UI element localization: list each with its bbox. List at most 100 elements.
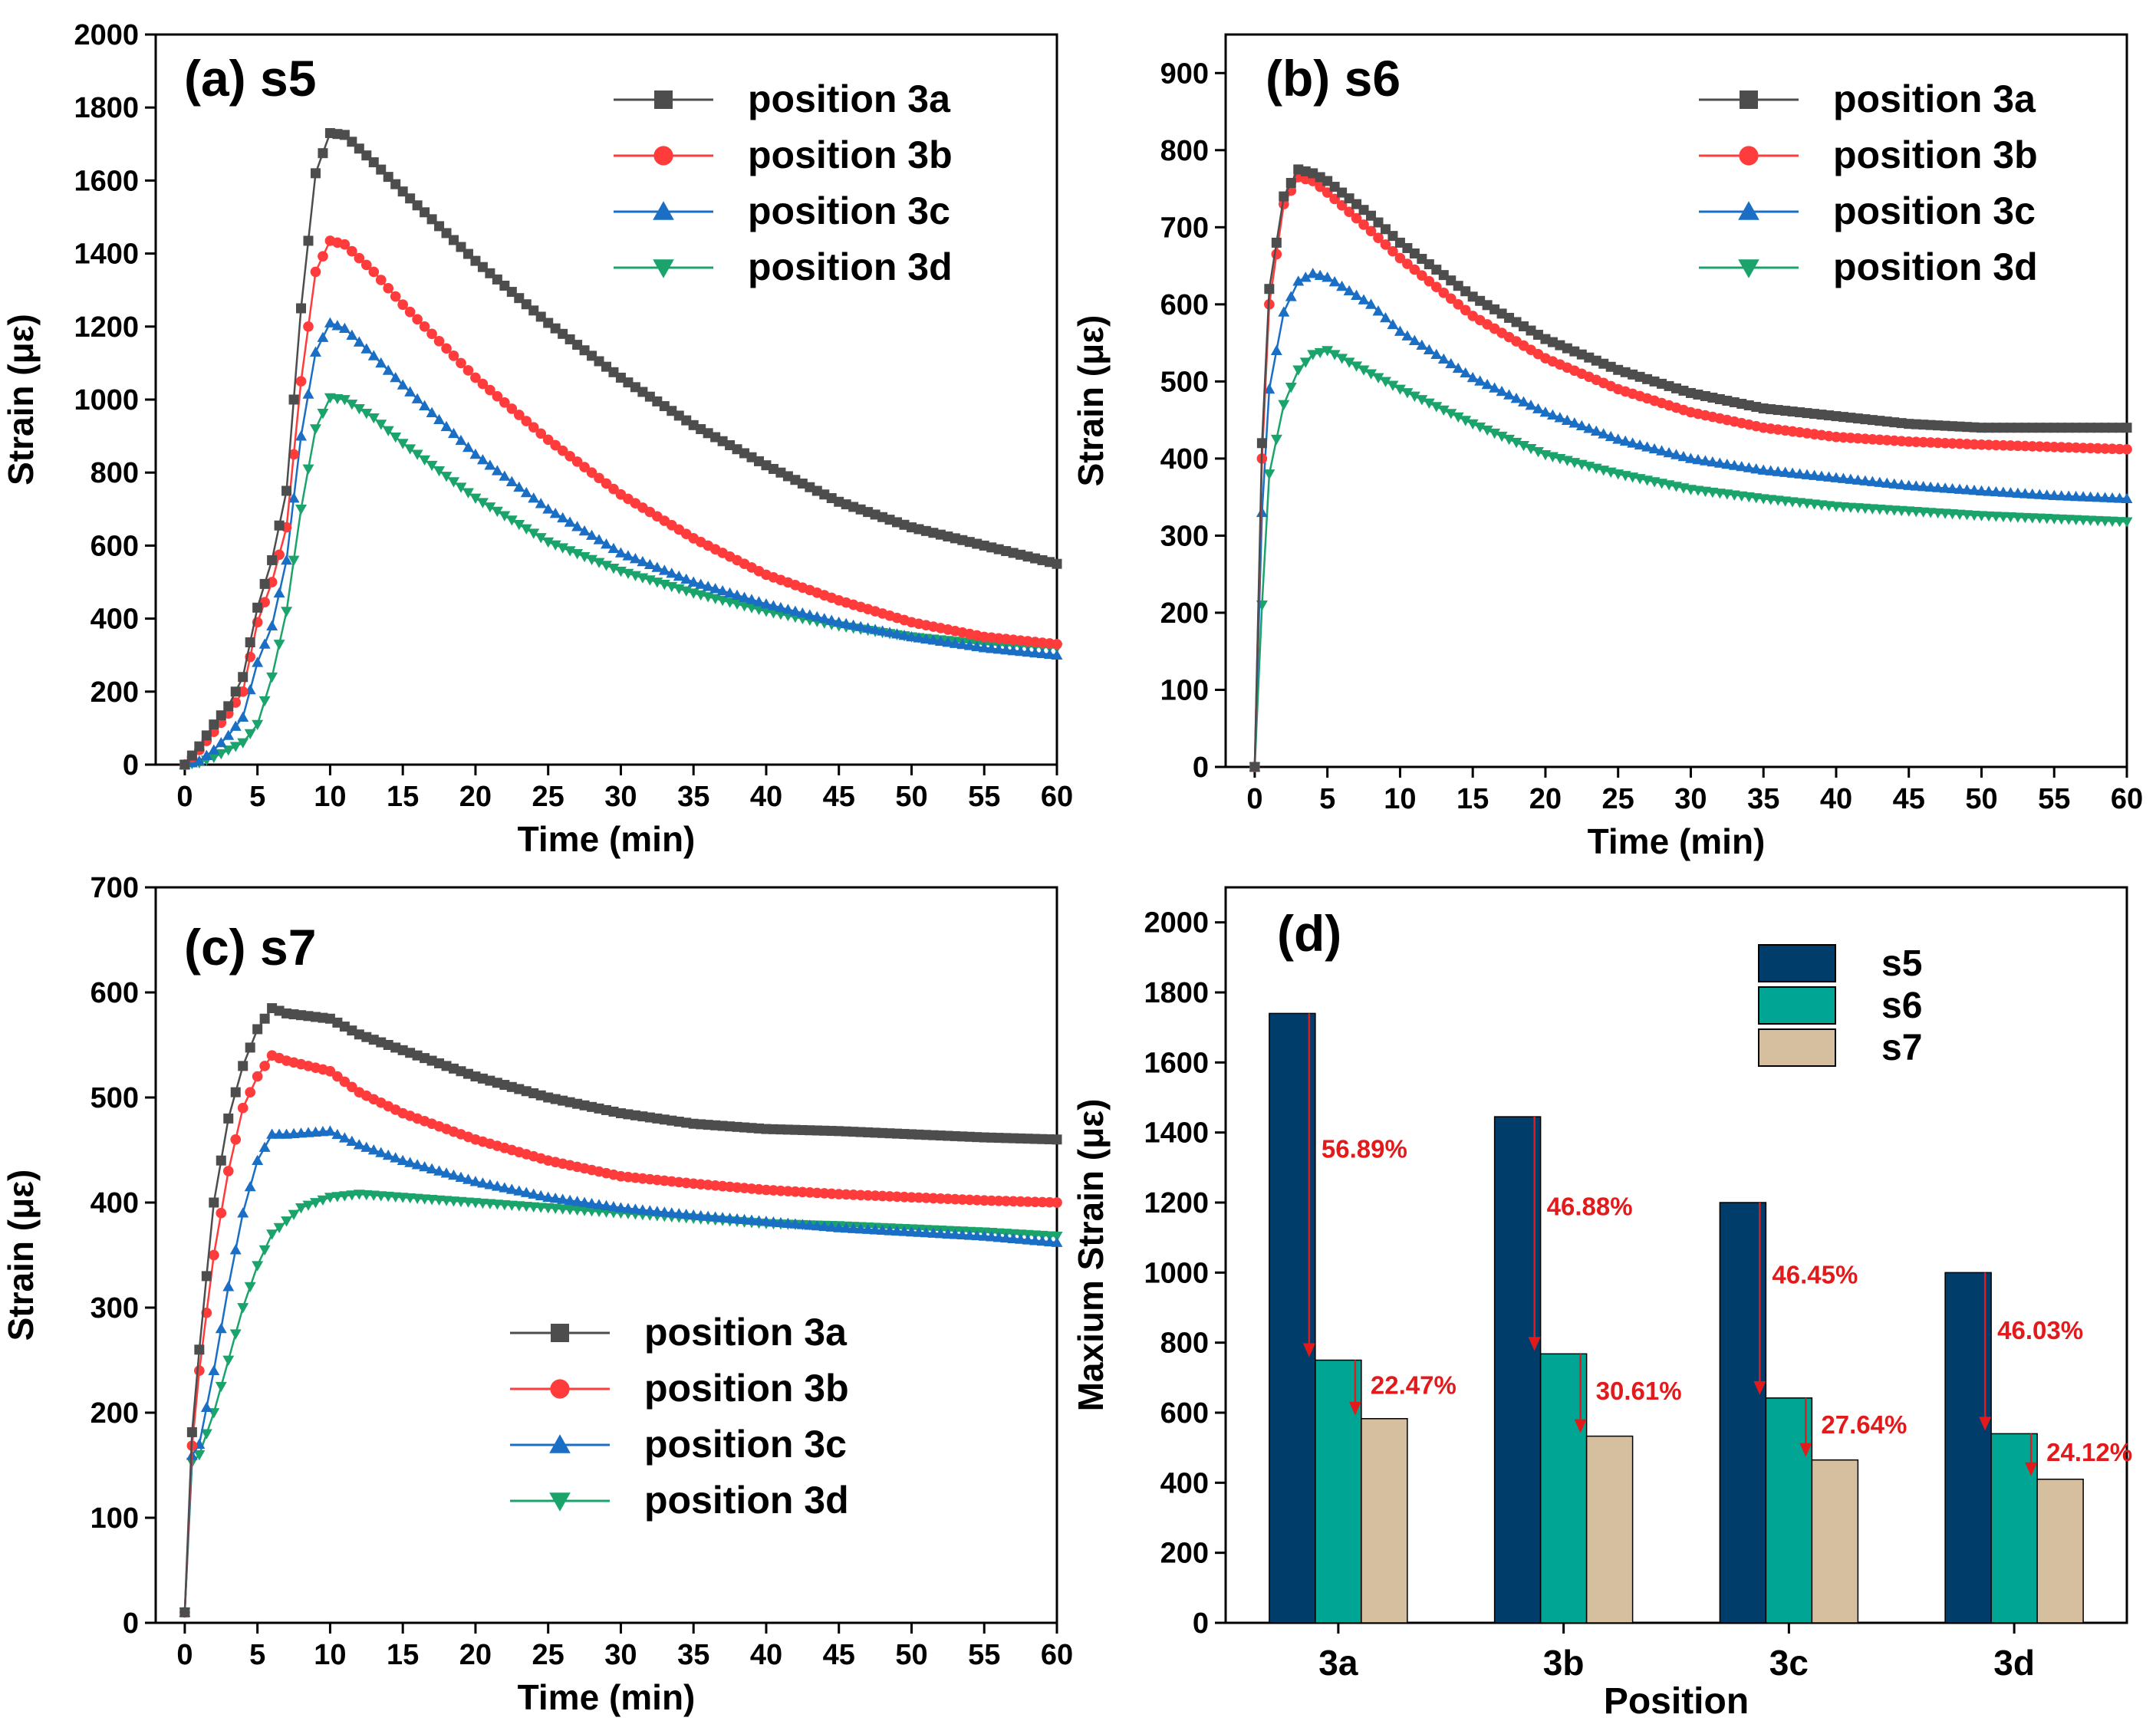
data-point bbox=[782, 1217, 794, 1228]
series-position-3d bbox=[1249, 346, 2133, 773]
data-point bbox=[535, 1190, 547, 1200]
data-point bbox=[506, 403, 518, 414]
data-point bbox=[702, 581, 714, 591]
data-point bbox=[913, 632, 925, 643]
data-point bbox=[680, 573, 693, 584]
data-point bbox=[1000, 1196, 1012, 1206]
y-tick-label: 200 bbox=[91, 1397, 139, 1430]
legend-label: position 3a bbox=[748, 77, 951, 120]
data-point bbox=[520, 486, 532, 498]
data-point bbox=[920, 633, 932, 644]
data-point bbox=[1328, 276, 1341, 287]
data-point bbox=[1044, 1196, 1055, 1208]
data-point bbox=[470, 372, 481, 383]
data-point bbox=[353, 1139, 365, 1150]
data-point bbox=[963, 1229, 976, 1240]
data-point bbox=[238, 672, 249, 683]
data-point bbox=[680, 1209, 693, 1219]
x-tick-label: 25 bbox=[532, 1639, 565, 1671]
y-tick-label: 800 bbox=[1160, 135, 1209, 167]
legend-label: position 3b bbox=[644, 1367, 849, 1410]
data-point bbox=[1968, 484, 1980, 495]
data-point bbox=[1416, 395, 1428, 406]
data-point bbox=[608, 483, 619, 495]
data-point bbox=[1051, 1236, 1063, 1247]
data-point bbox=[375, 357, 387, 368]
data-point bbox=[877, 1224, 889, 1236]
data-point bbox=[302, 1200, 314, 1211]
plot-frame bbox=[1224, 886, 2128, 1624]
data-point bbox=[934, 635, 946, 646]
data-point bbox=[811, 610, 823, 622]
data-point bbox=[1314, 347, 1326, 359]
data-point bbox=[230, 686, 241, 697]
data-point bbox=[564, 1194, 576, 1206]
y-tick-label: 1800 bbox=[74, 92, 139, 124]
data-point bbox=[2085, 491, 2097, 502]
y-tick-label: 500 bbox=[91, 1082, 139, 1114]
data-point bbox=[259, 578, 270, 589]
data-point bbox=[433, 1165, 446, 1176]
data-point bbox=[666, 1207, 678, 1218]
data-point bbox=[571, 549, 584, 560]
data-point bbox=[1264, 284, 1275, 295]
data-point bbox=[695, 1209, 707, 1221]
y-tick-label: 500 bbox=[1160, 366, 1209, 398]
data-point bbox=[1328, 350, 1341, 360]
data-point bbox=[317, 331, 329, 342]
y-tick-label: 0 bbox=[1193, 1607, 1209, 1640]
data-point bbox=[709, 1211, 722, 1222]
data-point bbox=[499, 511, 511, 522]
y-tick-label: 1800 bbox=[1144, 977, 1209, 1009]
arrow-head bbox=[1574, 1419, 1587, 1433]
data-point bbox=[229, 1244, 242, 1255]
data-point bbox=[259, 1061, 270, 1071]
bar-s7-3b bbox=[1585, 1435, 1634, 1624]
data-point bbox=[476, 454, 489, 465]
data-point bbox=[1489, 382, 1501, 393]
data-point bbox=[579, 462, 590, 472]
y-axis-label: Strain (με) bbox=[1071, 315, 1111, 487]
data-point bbox=[346, 329, 358, 340]
data-point bbox=[956, 638, 969, 650]
data-point bbox=[215, 736, 227, 748]
data-point bbox=[485, 384, 495, 396]
data-point bbox=[273, 640, 285, 650]
data-point bbox=[273, 1128, 285, 1139]
data-point bbox=[200, 1429, 212, 1440]
data-point bbox=[397, 379, 409, 390]
data-point bbox=[426, 1163, 438, 1174]
data-point bbox=[1947, 482, 1959, 494]
data-point bbox=[216, 1155, 226, 1166]
data-point bbox=[586, 467, 597, 479]
data-point bbox=[739, 591, 751, 602]
data-point bbox=[440, 472, 453, 482]
x-tick-label: 0 bbox=[1246, 783, 1262, 815]
data-point bbox=[746, 594, 758, 604]
data-point bbox=[571, 1196, 584, 1206]
data-point bbox=[1481, 378, 1493, 390]
data-point bbox=[848, 1222, 860, 1233]
x-tick-label: 45 bbox=[823, 781, 855, 813]
data-point bbox=[1044, 1236, 1055, 1247]
data-point bbox=[1408, 391, 1420, 402]
data-point bbox=[368, 266, 380, 278]
data-point bbox=[455, 1171, 467, 1182]
y-axis-label: Strain (με) bbox=[1, 314, 41, 485]
data-point bbox=[833, 1222, 845, 1232]
data-point bbox=[1510, 437, 1522, 449]
data-point bbox=[324, 1125, 336, 1136]
y-tick-label: 700 bbox=[91, 872, 139, 904]
data-point bbox=[528, 492, 540, 503]
data-point bbox=[1343, 357, 1355, 368]
data-point bbox=[1445, 409, 1457, 420]
y-tick-label: 800 bbox=[1160, 1328, 1209, 1360]
data-point bbox=[1699, 455, 1711, 466]
data-point bbox=[1823, 471, 1835, 482]
arrow-head bbox=[1979, 1417, 1992, 1431]
data-point bbox=[927, 634, 940, 645]
legend-label: position 3d bbox=[748, 245, 953, 288]
x-tick-label: 45 bbox=[1893, 783, 1925, 815]
data-point bbox=[339, 239, 351, 250]
data-point bbox=[1015, 1196, 1026, 1207]
